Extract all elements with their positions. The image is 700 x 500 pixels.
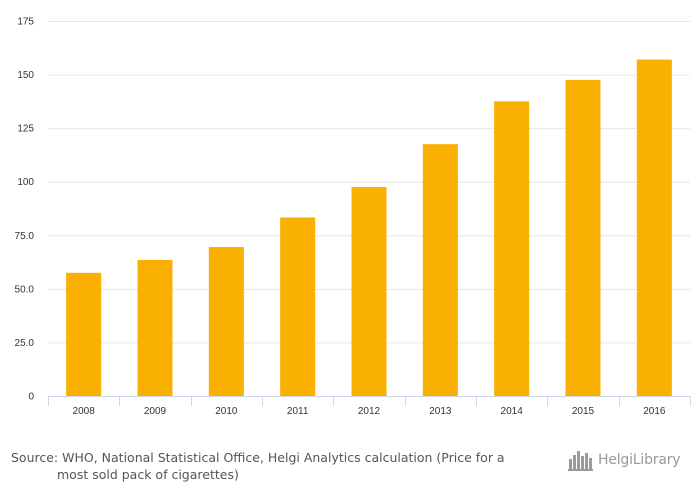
logo-text: HelgiLibrary	[598, 452, 681, 468]
bar-2010	[208, 247, 244, 396]
bar-2008	[66, 272, 102, 396]
y-tick-label-125: 125	[17, 124, 34, 135]
x-tick-label-2009: 2009	[144, 406, 167, 417]
x-tick-label-2014: 2014	[501, 406, 524, 417]
source-note: Source: WHO, National Statistical Office…	[11, 449, 531, 483]
x-tick-label-2012: 2012	[358, 406, 381, 417]
y-tick-label-25: 25.0	[15, 338, 35, 349]
bar-2016	[636, 59, 672, 396]
y-tick-label-50: 50.0	[15, 284, 35, 295]
y-tick-label-150: 150	[17, 70, 34, 81]
y-tick-label-75: 75.0	[15, 231, 35, 242]
helgi-library-logo: HelgiLibrary	[568, 447, 692, 473]
bar-2009	[137, 259, 173, 396]
bars	[66, 59, 672, 396]
bar-2014	[494, 101, 530, 396]
x-tick-label-2011: 2011	[287, 406, 309, 417]
y-tick-label-0: 0	[28, 392, 34, 403]
bar-2012	[351, 187, 387, 396]
source-line-2: most sold pack of cigarettes)	[57, 467, 239, 482]
y-tick-label-175: 175	[17, 17, 34, 28]
x-axis-ticks: 2008 2009 2010 2011 2012 2013 2014 2015 2016	[73, 406, 666, 417]
bar-2011	[280, 217, 316, 396]
bar-2015	[565, 79, 601, 396]
x-tick-label-2015: 2015	[572, 406, 595, 417]
y-axis-ticks: 0 25.0 50.0 75.0 100 125 150 175	[15, 17, 35, 403]
x-tick-label-2016: 2016	[643, 406, 666, 417]
x-tick-label-2008: 2008	[73, 406, 96, 417]
x-tick-label-2013: 2013	[429, 406, 452, 417]
x-tick-label-2010: 2010	[215, 406, 238, 417]
y-tick-label-100: 100	[17, 177, 34, 188]
skyline-icon	[568, 451, 593, 471]
bar-2013	[422, 144, 458, 396]
x-axis	[48, 396, 691, 406]
source-line-1: Source: WHO, National Statistical Office…	[11, 450, 505, 465]
